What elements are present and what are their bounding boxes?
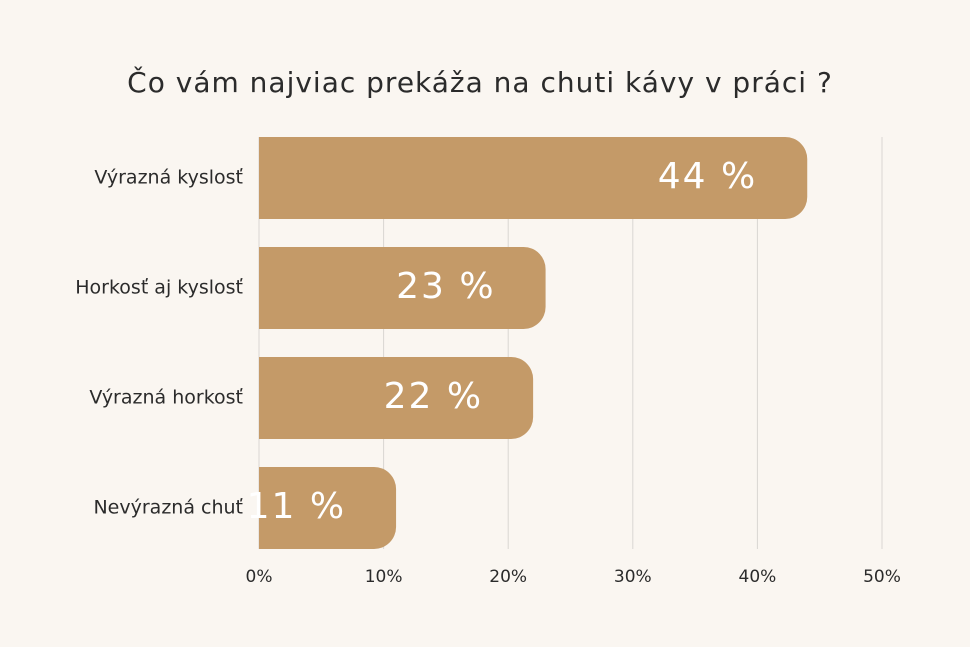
x-tick-label: 30% <box>614 567 652 587</box>
x-tick-label: 40% <box>739 567 777 587</box>
x-tick-label: 0% <box>246 567 273 587</box>
chart-title: Čo vám najviac prekáža na chuti kávy v p… <box>127 65 833 99</box>
category-label: Výrazná kyslosť <box>94 167 243 189</box>
x-tick-label: 50% <box>863 567 901 587</box>
value-label: 11 % <box>247 486 346 527</box>
bar <box>259 357 534 439</box>
bar <box>259 247 546 329</box>
x-tick-label: 20% <box>489 567 527 587</box>
category-label: Nevýrazná chuť <box>93 497 243 519</box>
value-label: 44 % <box>658 156 757 197</box>
category-label: Výrazná horkosť <box>89 387 243 409</box>
x-tick-label: 10% <box>365 567 403 587</box>
bar <box>259 137 808 219</box>
value-label: 22 % <box>384 376 483 417</box>
category-label: Horkosť aj kyslosť <box>75 277 243 299</box>
bar <box>259 467 397 549</box>
value-label: 23 % <box>396 266 495 307</box>
